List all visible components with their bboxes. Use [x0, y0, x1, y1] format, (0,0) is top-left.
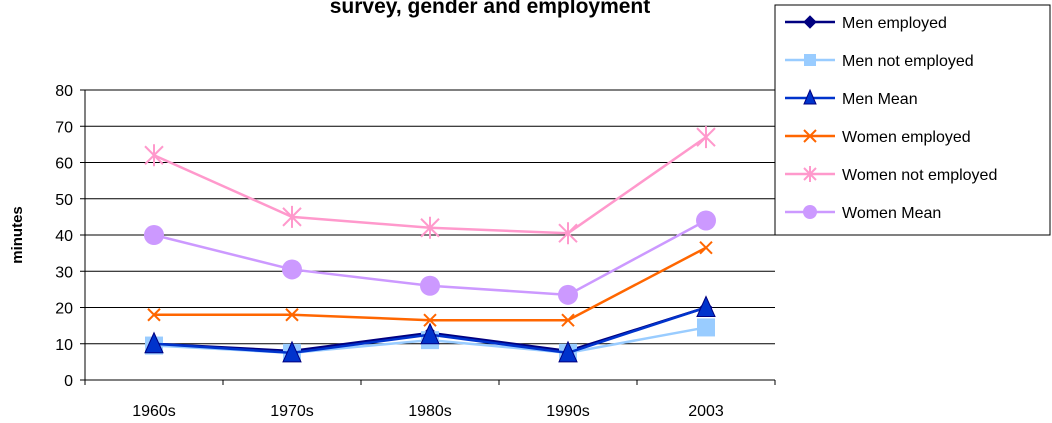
marker	[282, 205, 302, 228]
y-axis-label: minutes	[9, 206, 26, 264]
marker	[803, 166, 817, 182]
marker	[282, 340, 302, 363]
x-tick-label: 1980s	[408, 403, 452, 420]
x-tick-label: 1970s	[270, 403, 314, 420]
marker	[696, 295, 716, 317]
marker	[420, 275, 440, 296]
marker	[699, 240, 713, 255]
marker	[144, 144, 164, 167]
y-tick-label: 60	[55, 156, 73, 173]
marker	[558, 284, 578, 305]
y-tick-label: 30	[55, 264, 73, 281]
y-tick-label: 80	[55, 83, 73, 100]
marker	[420, 216, 440, 239]
chart-title: survey, gender and employment	[330, 0, 651, 18]
marker	[144, 331, 164, 354]
marker	[285, 308, 299, 322]
marker	[147, 308, 161, 322]
y-tick-label: 50	[55, 192, 73, 209]
marker	[558, 222, 578, 245]
y-tick-label: 0	[64, 373, 73, 390]
marker	[804, 54, 816, 66]
marker	[803, 205, 817, 219]
x-tick-label: 1960s	[132, 403, 176, 420]
marker	[696, 126, 716, 149]
marker	[803, 15, 817, 29]
legend-label: Women not employed	[842, 167, 997, 184]
legend-box	[774, 4, 1051, 236]
legend-label: Men not employed	[842, 53, 974, 70]
legend-label: Women employed	[842, 129, 971, 146]
x-tick-label: 2003	[688, 403, 724, 420]
y-tick-label: 20	[55, 301, 73, 318]
marker	[558, 340, 578, 363]
legend-label: Men Mean	[842, 91, 918, 108]
marker	[423, 313, 437, 327]
marker	[561, 313, 575, 327]
marker	[803, 88, 817, 105]
y-tick-label: 70	[55, 119, 73, 136]
marker	[282, 259, 302, 280]
y-tick-label: 40	[55, 228, 73, 245]
legend-label: Men employed	[842, 15, 947, 32]
marker	[420, 322, 440, 345]
y-tick-label: 10	[55, 337, 73, 354]
x-tick-label: 1990s	[546, 403, 590, 420]
marker	[803, 129, 817, 143]
marker	[696, 210, 716, 231]
marker	[697, 318, 715, 337]
marker	[144, 225, 164, 245]
legend-label: Women Mean	[842, 205, 941, 222]
